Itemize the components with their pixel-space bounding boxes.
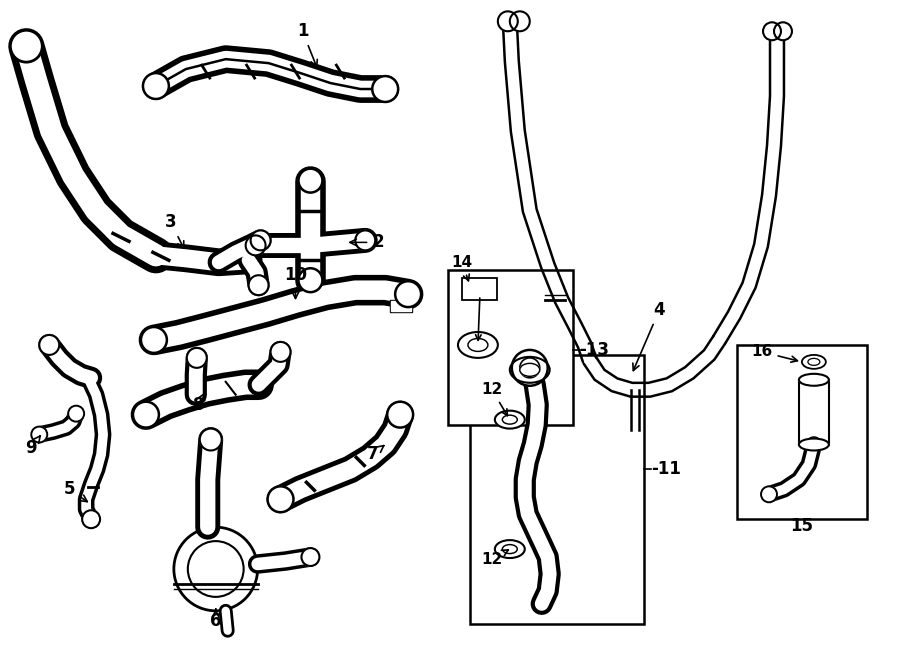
Text: 3: 3 xyxy=(165,214,184,248)
Text: 12: 12 xyxy=(482,382,508,416)
Circle shape xyxy=(761,486,777,502)
Circle shape xyxy=(271,342,291,362)
Circle shape xyxy=(267,486,293,512)
Circle shape xyxy=(40,335,59,355)
Text: 9: 9 xyxy=(25,436,40,457)
Circle shape xyxy=(143,73,169,99)
Ellipse shape xyxy=(808,358,820,366)
Circle shape xyxy=(356,231,375,251)
Bar xyxy=(448,270,572,424)
Circle shape xyxy=(246,235,266,255)
Circle shape xyxy=(200,428,221,451)
Circle shape xyxy=(299,268,322,292)
Circle shape xyxy=(373,76,398,102)
Circle shape xyxy=(509,11,530,31)
Bar xyxy=(392,301,411,311)
Bar xyxy=(470,355,644,624)
Text: 1: 1 xyxy=(297,22,318,67)
Text: 15: 15 xyxy=(790,517,814,535)
Text: 10: 10 xyxy=(284,266,307,299)
Circle shape xyxy=(512,350,548,386)
Circle shape xyxy=(395,281,421,307)
Circle shape xyxy=(174,527,257,611)
Text: -13: -13 xyxy=(580,341,609,359)
Circle shape xyxy=(763,22,781,40)
Bar xyxy=(391,300,412,312)
Ellipse shape xyxy=(495,410,525,428)
Ellipse shape xyxy=(502,545,518,553)
Circle shape xyxy=(387,402,413,428)
Ellipse shape xyxy=(468,338,488,352)
Text: -11: -11 xyxy=(652,461,681,479)
Text: 14: 14 xyxy=(452,254,472,281)
Bar xyxy=(462,278,497,300)
Bar xyxy=(462,278,497,300)
Text: 2: 2 xyxy=(350,233,384,251)
Circle shape xyxy=(520,358,540,378)
Bar xyxy=(737,345,867,519)
Circle shape xyxy=(141,327,166,353)
Circle shape xyxy=(248,275,268,295)
Circle shape xyxy=(187,348,207,368)
Circle shape xyxy=(68,406,84,422)
Text: 8: 8 xyxy=(193,393,205,414)
Circle shape xyxy=(250,231,271,251)
Ellipse shape xyxy=(520,364,540,376)
Circle shape xyxy=(302,548,319,566)
Text: 6: 6 xyxy=(210,609,221,630)
Bar xyxy=(799,380,829,444)
Ellipse shape xyxy=(799,438,829,451)
Circle shape xyxy=(11,30,42,62)
Bar xyxy=(799,380,829,444)
Ellipse shape xyxy=(799,374,829,386)
Ellipse shape xyxy=(802,355,826,369)
Circle shape xyxy=(188,541,244,597)
Circle shape xyxy=(774,22,792,40)
Text: 16: 16 xyxy=(752,344,797,362)
Circle shape xyxy=(82,510,100,528)
Text: 12: 12 xyxy=(482,550,508,566)
Circle shape xyxy=(299,169,322,192)
Ellipse shape xyxy=(509,357,550,383)
Circle shape xyxy=(498,11,518,31)
Text: 5: 5 xyxy=(63,481,87,502)
Circle shape xyxy=(32,426,47,442)
Text: 7: 7 xyxy=(366,446,383,463)
Ellipse shape xyxy=(458,332,498,358)
Ellipse shape xyxy=(495,540,525,558)
Text: 4: 4 xyxy=(633,301,665,371)
Circle shape xyxy=(133,402,159,428)
Ellipse shape xyxy=(502,415,518,424)
